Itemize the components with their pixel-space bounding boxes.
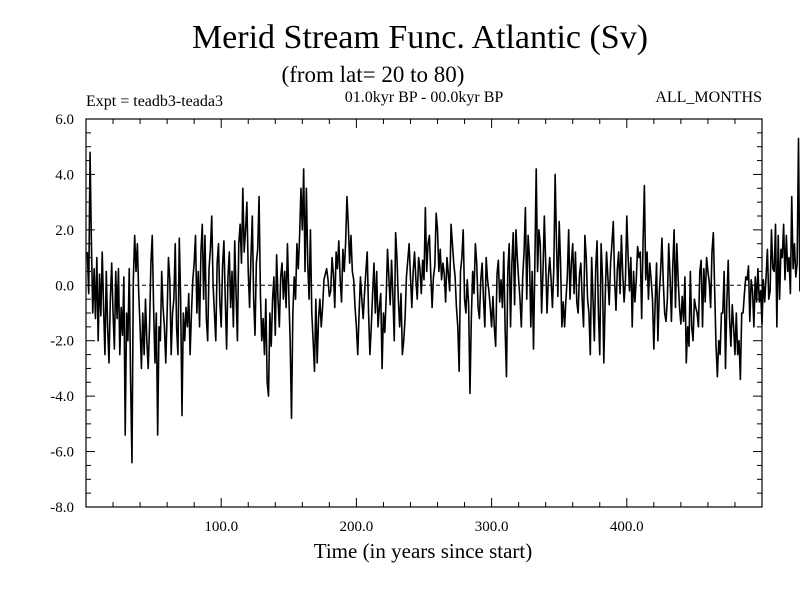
- period-label: 01.0kyr BP - 00.0kyr BP: [345, 89, 504, 106]
- x-axis-label: Time (in years since start): [314, 539, 533, 563]
- plot-area: 6.0 4.0 2.0 0.0 -2.0 -4.0 -6.0 -8.0 100.0 200.0 30…: [50, 112, 800, 535]
- y-tick-label: -8.0: [50, 500, 74, 516]
- x-tick-label: 300.0: [475, 519, 509, 535]
- y-tick-label: 6.0: [55, 112, 74, 128]
- months-label: ALL_MONTHS: [655, 89, 762, 106]
- y-tick-label: 2.0: [55, 223, 74, 239]
- chart-subtitle: (from lat= 20 to 80): [282, 62, 465, 87]
- x-tick-label: 100.0: [204, 519, 238, 535]
- series-line-1: [86, 137, 800, 464]
- y-tick-label: -6.0: [50, 445, 74, 461]
- y-tick-label: -4.0: [50, 389, 74, 405]
- experiment-label: Expt = teadb3-teada3: [86, 93, 223, 110]
- chart-title: Merid Stream Func. Atlantic (Sv): [192, 19, 648, 56]
- x-tick-label: 200.0: [340, 519, 374, 535]
- y-tick-label: -2.0: [50, 334, 74, 350]
- x-tick-label: 400.0: [610, 519, 644, 535]
- y-tick-label: 4.0: [55, 167, 74, 183]
- y-tick-label: 0.0: [55, 278, 74, 294]
